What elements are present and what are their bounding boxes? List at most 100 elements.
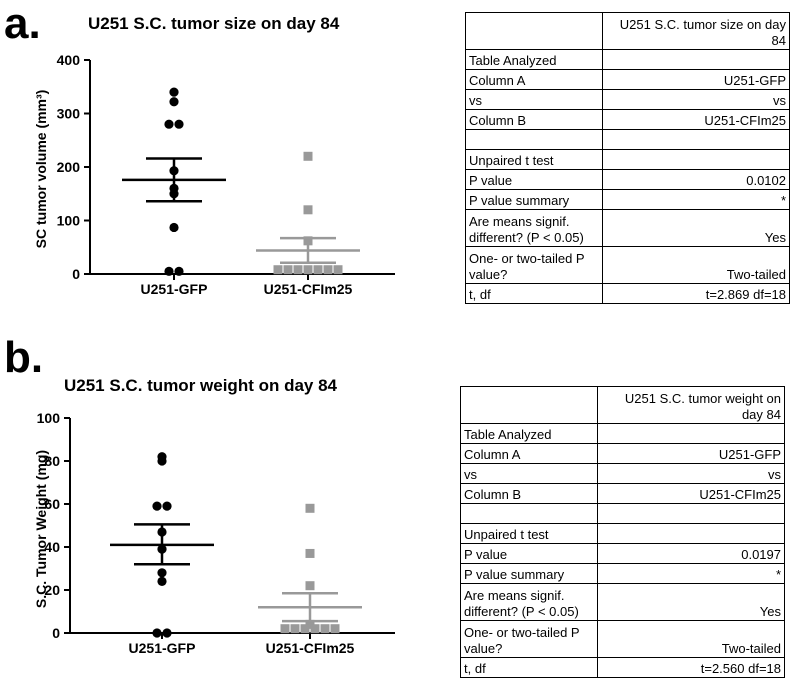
data-point-u251-gfp [174, 119, 184, 129]
stats-a-row: Unpaired t test [465, 149, 790, 170]
stats-a-label-cell: Are means signif. different? (P < 0.05) [465, 209, 603, 247]
data-point-u251-gfp [174, 266, 184, 276]
stats-a-value-cell: 0.0102 [602, 169, 790, 190]
data-point-u251-cfim25 [330, 624, 340, 634]
stats-b-value-cell: 0.0197 [597, 543, 785, 564]
stats-a-label-cell: vs [465, 89, 603, 110]
stats-a-label-cell: Column A [465, 69, 603, 90]
data-point-u251-gfp [162, 628, 172, 638]
stats-a-label-cell: Column B [465, 109, 603, 130]
stats-b-label-cell [460, 503, 598, 524]
data-point-u251-gfp [152, 501, 162, 511]
stats-a-row [465, 129, 790, 150]
stats-a-header: U251 S.C. tumor size on day 84 [602, 12, 790, 50]
stats-table-b: U251 S.C. tumor weight on day 84 Table An… [460, 386, 785, 678]
stats-b-value-cell: vs [597, 463, 785, 484]
stats-b-value-cell: U251-CFIm25 [597, 483, 785, 504]
data-point-u251-cfim25 [310, 624, 320, 634]
stats-a-value-cell: t=2.869 df=18 [602, 283, 790, 304]
data-point-u251-cfim25 [303, 151, 313, 161]
y-tick-label: 200 [57, 159, 81, 175]
stats-a-label-cell [465, 129, 603, 150]
stats-a-row: t, df t=2.869 df=18 [465, 283, 790, 304]
data-point-u251-cfim25 [305, 548, 315, 558]
data-point-u251-gfp [157, 568, 167, 578]
data-point-u251-gfp [152, 628, 162, 638]
stats-b-value-cell: Yes [597, 583, 785, 621]
data-point-u251-gfp [157, 576, 167, 587]
data-point-u251-cfim25 [333, 265, 343, 275]
data-point-u251-cfim25 [313, 265, 323, 275]
stats-b-value-cell [597, 523, 785, 544]
stats-b-label-cell: Column A [460, 443, 598, 464]
x-tick-label: U251-CFIm25 [266, 640, 355, 656]
stats-a-value-cell: U251-CFIm25 [602, 109, 790, 130]
stats-a-row: P value summary * [465, 189, 790, 210]
chart-b-title: U251 S.C. tumor weight on day 84 [64, 376, 338, 395]
data-point-u251-cfim25 [273, 265, 283, 275]
stats-b-label-cell: Unpaired t test [460, 523, 598, 544]
stats-b-value-cell: U251-GFP [597, 443, 785, 464]
y-tick-label: 60 [44, 496, 60, 512]
stats-a-row: Column A U251-GFP [465, 69, 790, 90]
stats-b-label-cell: One- or two-tailed P value? [460, 620, 598, 658]
y-tick-label: 400 [57, 52, 81, 68]
stats-a-row: P value 0.0102 [465, 169, 790, 190]
x-tick-label: U251-CFIm25 [264, 281, 353, 297]
stats-a-label-cell: t, df [465, 283, 603, 304]
stats-a-label-cell: One- or two-tailed P value? [465, 246, 603, 284]
y-tick-label: 100 [37, 410, 61, 426]
stats-b-header-blank [460, 386, 598, 424]
stats-a-value-cell: U251-GFP [602, 69, 790, 90]
data-point-u251-cfim25 [290, 624, 300, 634]
stats-b-row: Column B U251-CFIm25 [460, 483, 785, 504]
data-point-u251-cfim25 [280, 624, 290, 634]
chart-b: 0 20 40 60 80 100 U251-GFP U251-CFIm25 [37, 410, 395, 656]
data-point-u251-gfp [162, 501, 172, 511]
stats-a-row: Table Analyzed [465, 49, 790, 70]
data-point-u251-gfp [169, 87, 179, 97]
data-point-u251-cfim25 [305, 503, 315, 513]
stats-b-header: U251 S.C. tumor weight on day 84 [597, 386, 785, 424]
data-point-u251-cfim25 [283, 265, 293, 275]
stats-a-row: One- or two-tailed P value? Two-tailed [465, 246, 790, 284]
panel-b-letter: b. [4, 333, 44, 382]
data-point-u251-cfim25 [305, 581, 315, 591]
stats-a-value-cell: vs [602, 89, 790, 110]
stats-a-label-cell: P value summary [465, 189, 603, 210]
y-tick-label: 100 [57, 213, 81, 229]
data-point-u251-gfp [169, 97, 179, 107]
stats-a-header-blank [465, 12, 603, 50]
y-tick-label: 0 [72, 266, 80, 282]
data-point-u251-cfim25 [293, 265, 303, 275]
stats-b-value-cell: Two-tailed [597, 620, 785, 658]
stats-a-label-cell: Unpaired t test [465, 149, 603, 170]
x-tick-label: U251-GFP [129, 640, 196, 656]
stats-b-label-cell: P value summary [460, 563, 598, 584]
stats-b-label-cell: Are means signif. different? (P < 0.05) [460, 583, 598, 621]
stats-b-label-cell: t, df [460, 657, 598, 678]
stats-b-row: Table Analyzed [460, 423, 785, 444]
stats-a-row: Column B U251-CFIm25 [465, 109, 790, 130]
stats-a-label-cell: P value [465, 169, 603, 190]
stats-a-value-cell: * [602, 189, 790, 210]
data-point-u251-gfp [157, 456, 167, 466]
stats-b-row: Unpaired t test [460, 523, 785, 544]
stats-b-label-cell: vs [460, 463, 598, 484]
y-tick-label: 80 [44, 453, 60, 469]
panel-a-letter: a. [4, 0, 41, 48]
stats-b-row: One- or two-tailed P value? Two-tailed [460, 620, 785, 658]
stats-b-label-cell: P value [460, 543, 598, 564]
chart-a: 0 100 200 300 400 U251-GFP U251-CFIm25 [57, 52, 395, 297]
stats-a-value-cell [602, 149, 790, 170]
stats-a-value-cell [602, 129, 790, 150]
stats-b-label-cell: Column B [460, 483, 598, 504]
stats-b-row [460, 503, 785, 524]
data-point-u251-gfp [169, 222, 179, 233]
data-point-u251-gfp [164, 266, 174, 276]
x-tick-label: U251-GFP [141, 281, 208, 297]
stats-table-a: U251 S.C. tumor size on day 84 Table Anal… [465, 12, 790, 304]
y-tick-label: 0 [52, 625, 60, 641]
stats-b-row: Are means signif. different? (P < 0.05) Y… [460, 583, 785, 621]
data-point-u251-cfim25 [305, 619, 315, 629]
